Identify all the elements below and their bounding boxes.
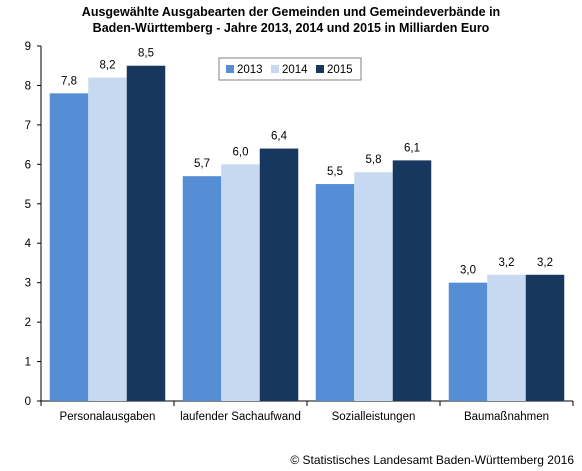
x-category-label: Sozialleistungen	[332, 411, 416, 423]
bar	[182, 176, 222, 401]
bar	[49, 93, 89, 401]
data-label: 7,8	[61, 75, 77, 87]
bar	[354, 172, 393, 401]
bar	[487, 274, 526, 401]
data-label: 5,5	[327, 166, 343, 178]
x-category-label: laufender Sachaufwand	[180, 411, 301, 423]
data-label: 3,0	[460, 265, 476, 277]
y-tick-label: 0	[25, 396, 31, 408]
y-tick-label: 2	[25, 317, 31, 329]
chart-title-line-1: Ausgewählte Ausgabearten der Gemeinden u…	[81, 5, 501, 19]
y-tick-label: 7	[25, 120, 31, 132]
y-tick-label: 4	[25, 238, 32, 250]
data-label: 8,2	[100, 60, 116, 72]
data-label: 6,1	[404, 142, 420, 154]
data-label: 5,8	[366, 154, 382, 166]
legend: 2013 2014 2015	[218, 57, 362, 81]
y-tick-label: 8	[25, 80, 31, 92]
data-labels: 7,8 8,2 8,5 5,7 6,0 6,4 5,5 5,8 6,1 3,0 3,2 3,2	[61, 48, 553, 277]
x-category-label: Personalausgaben	[60, 411, 156, 423]
bar	[315, 184, 355, 401]
data-label: 5,7	[194, 158, 210, 170]
data-label: 6,4	[271, 131, 288, 143]
bar	[126, 65, 166, 401]
legend-label: 2015	[327, 64, 353, 76]
legend-box	[218, 57, 362, 81]
data-label: 6,0	[233, 146, 249, 158]
y-tick-label: 6	[25, 159, 31, 171]
legend-label: 2013	[237, 64, 263, 76]
legend-label: 2014	[282, 64, 308, 76]
chart-title: Ausgewählte Ausgabearten der Gemeinden u…	[0, 4, 582, 36]
y-tick-label: 3	[25, 278, 31, 290]
y-tick-label: 9	[25, 41, 31, 53]
legend-swatch	[316, 65, 324, 73]
bars	[49, 65, 565, 402]
data-label: 8,5	[138, 48, 154, 60]
bar	[525, 274, 565, 401]
chart-title-line-2: Baden-Württemberg - Jahre 2013, 2014 und…	[92, 21, 490, 35]
data-label: 3,2	[537, 257, 553, 269]
legend-swatch	[271, 65, 279, 73]
bar	[259, 148, 299, 401]
y-tick-label: 5	[25, 199, 31, 211]
legend-swatch	[226, 65, 234, 73]
bar	[88, 77, 127, 402]
bar	[392, 160, 432, 401]
data-label: 3,2	[499, 257, 515, 269]
y-tick-label: 1	[25, 357, 31, 369]
bar	[221, 164, 260, 401]
source-note: © Statistisches Landesamt Baden-Württemb…	[290, 453, 574, 467]
x-category-label: Baumaßnahmen	[464, 411, 549, 423]
bar	[448, 282, 488, 401]
